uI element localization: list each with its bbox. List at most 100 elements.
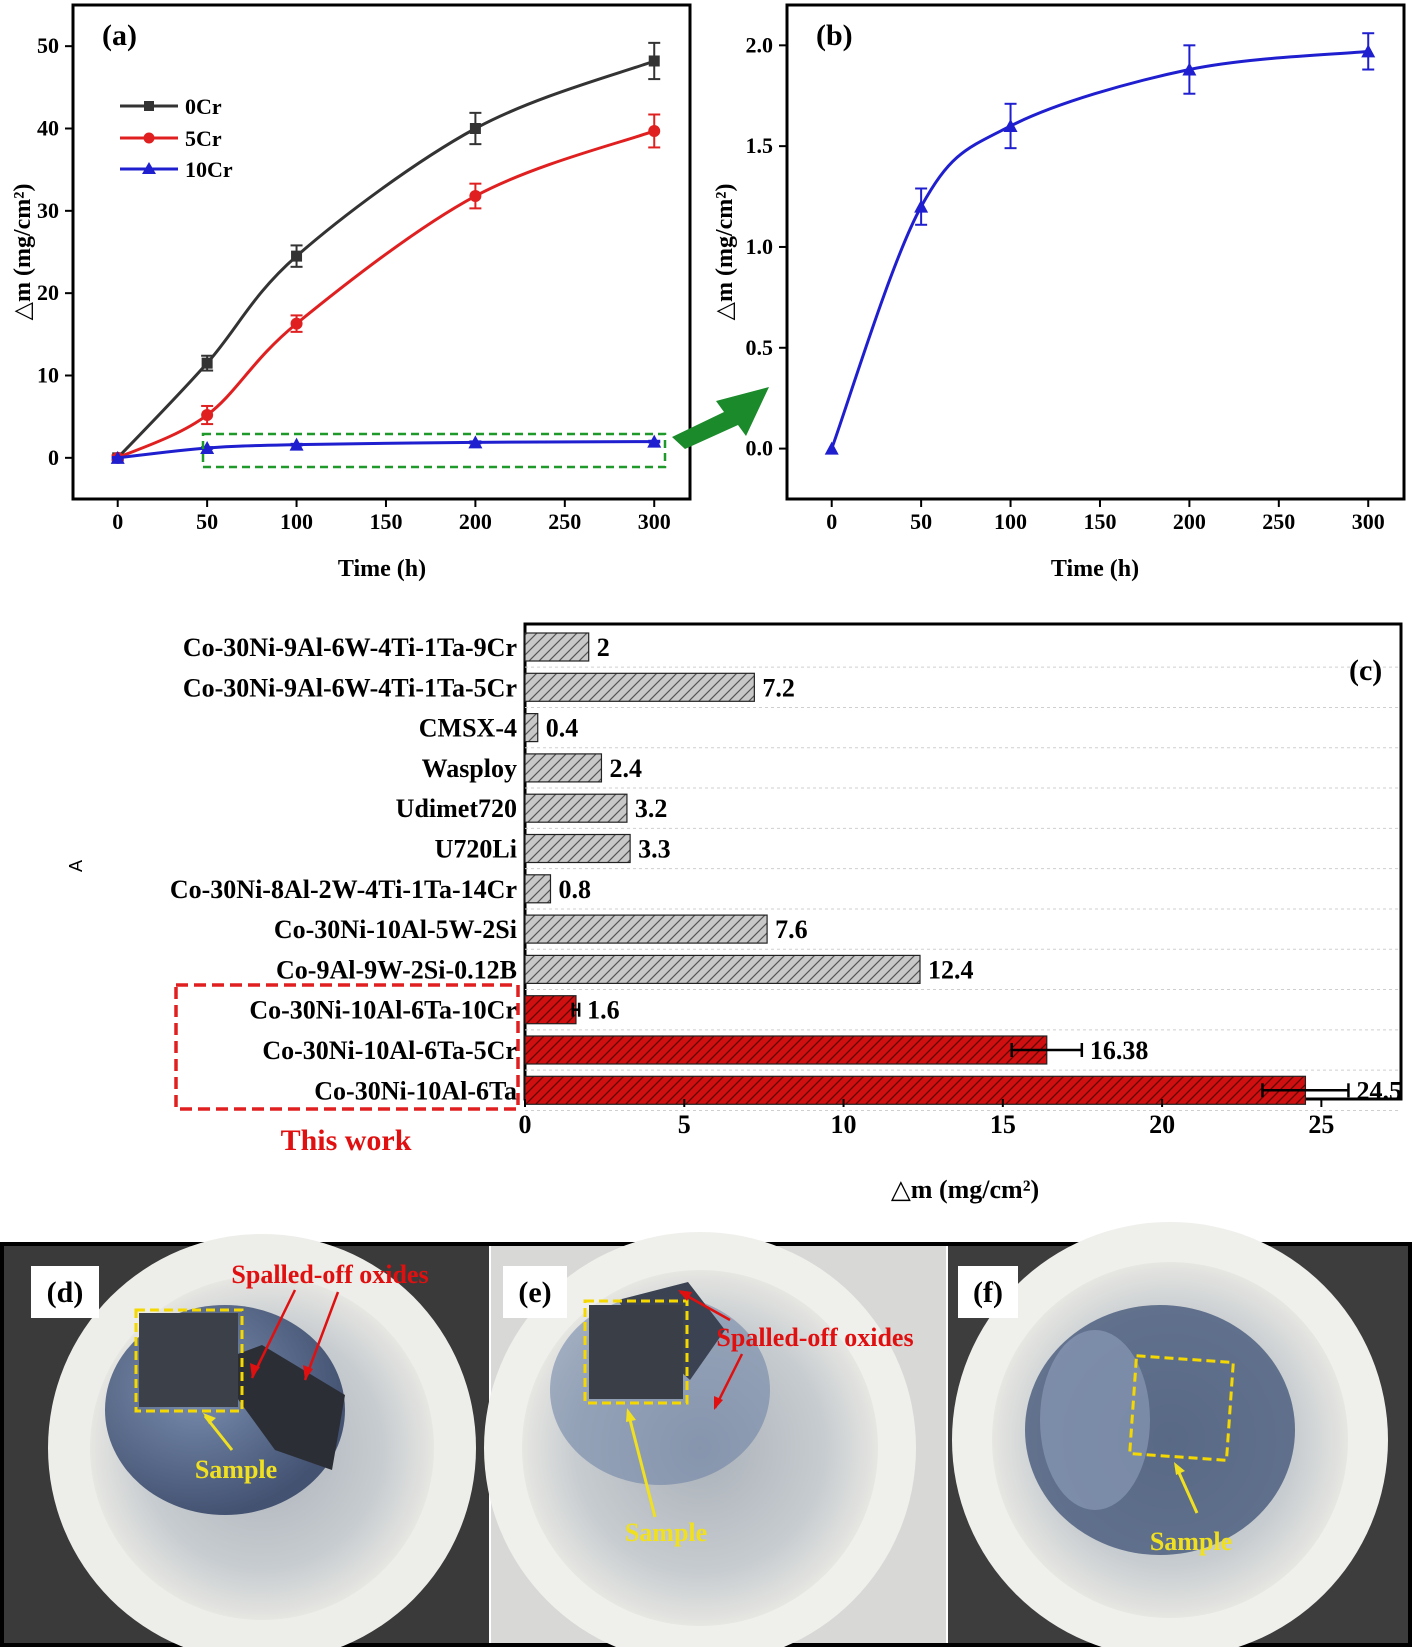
a-xtick-label-1: 50 — [196, 509, 218, 534]
photo-d-label: (d) — [47, 1276, 84, 1309]
c-value-label-6: 0.8 — [558, 875, 591, 904]
c-bar-0 — [524, 632, 590, 662]
c-xtick-label-1: 5 — [678, 1110, 691, 1139]
panel-a-axes: 0 50 100 150 200 250 300 0 10 20 30 40 50 — [37, 33, 671, 534]
c-category-label-5: U720Li — [435, 835, 517, 864]
a-series-line-0 — [116, 59, 655, 459]
photo-f-label: (f) — [973, 1276, 1003, 1309]
photo-panels: (d) Spalled-off oxides Sample (e) Spalle… — [0, 1222, 1412, 1647]
b-series-line-0 — [830, 49, 1369, 450]
a-point-2-3 — [468, 435, 483, 449]
c-category-label-0: Co-30Ni-9Al-6W-4Ti-1Ta-9Cr — [183, 633, 517, 662]
panel-b-frame — [785, 3, 1406, 501]
a-point-2-1 — [200, 440, 215, 454]
panel-b: (b) 0 50 100 150 200 250 300 0.0 0.5 1.0 1.5 2.0 Ti… — [712, 3, 1406, 582]
c-bar-4 — [524, 793, 628, 823]
a-ytick-label-2: 20 — [37, 280, 59, 305]
a-point-1-1 — [201, 409, 214, 422]
legend-0cr-marker — [144, 101, 154, 111]
c-xtick-label-2: 10 — [831, 1110, 857, 1139]
b-point-0-3 — [1182, 62, 1197, 76]
c-xtick-label-4: 20 — [1149, 1110, 1175, 1139]
a-point-0-3 — [469, 123, 481, 134]
photo-e-sample — [589, 1305, 683, 1399]
photo-d-label-bg — [31, 1266, 99, 1318]
photo-e-arrowhead-1 — [678, 1290, 692, 1301]
b-ytick-label-1: 0.5 — [746, 335, 774, 360]
c-bar-10 — [524, 1035, 1048, 1065]
c-category-label-10: Co-30Ni-10Al-6Ta-5Cr — [262, 1036, 517, 1065]
photo-d-sample-label: Sample — [195, 1455, 277, 1484]
c-value-label-2: 0.4 — [546, 714, 579, 743]
photo-e-sample-box — [583, 1299, 689, 1405]
c-category-label-3: Wasploy — [422, 754, 517, 783]
a-ytick-label-5: 50 — [37, 33, 59, 58]
c-value-label-8: 12.4 — [928, 955, 974, 984]
a-xtick-label-0: 0 — [112, 509, 123, 534]
panel-a-series — [110, 41, 662, 464]
photo-e-sample-arrow — [626, 1411, 657, 1518]
panel-c-xlabel: △m (mg/cm²) — [891, 1175, 1039, 1204]
photo-f: (f) Sample — [948, 1222, 1408, 1647]
c-bar-5 — [524, 833, 631, 864]
c-bar-6 — [524, 874, 552, 904]
photo-d-sample-box — [134, 1308, 244, 1413]
photo-f-label-bg — [958, 1266, 1018, 1318]
c-xtick-label-3: 15 — [990, 1110, 1016, 1139]
c-category-label-7: Co-30Ni-10Al-5W-2Si — [274, 915, 517, 944]
c-value-label-11: 24.5 — [1356, 1076, 1402, 1105]
b-point-0-4 — [1361, 44, 1376, 58]
panel-c-axes: Co-30Ni-9Al-6W-4Ti-1Ta-9Cr Co-30Ni-9Al-6W… — [170, 633, 1335, 1139]
c-category-label-2: CMSX-4 — [419, 714, 517, 743]
c-category-label-1: Co-30Ni-9Al-6W-4Ti-1Ta-5Cr — [183, 673, 517, 702]
c-value-label-4: 3.2 — [635, 794, 668, 823]
a-ytick-label-4: 40 — [37, 116, 59, 141]
panel-b-xlabel: Time (h) — [1051, 556, 1139, 582]
c-bar-11 — [524, 1075, 1307, 1105]
a-xtick-label-6: 300 — [638, 509, 671, 534]
a-ytick-label-3: 30 — [37, 198, 59, 223]
panel-a: (a) 0 50 100 150 200 250 300 0 10 20 30 40 50 0Cr 5C… — [10, 3, 692, 582]
photo-d: (d) Spalled-off oxides Sample — [4, 1234, 489, 1647]
a-point-2-0 — [110, 450, 125, 464]
c-value-label-0: 2 — [597, 633, 610, 662]
panel-c-bars: 2 7.2 0.4 2.4 3.2 3.3 0.8 7.6 12.4 1.6 16.38 24.5 — [524, 632, 1402, 1105]
b-xtick-label-3: 150 — [1083, 509, 1116, 534]
c-category-label-11: Co-30Ni-10Al-6Ta — [314, 1076, 517, 1105]
b-ytick-label-4: 2.0 — [746, 32, 774, 57]
photo-f-sample-arrowhead — [1174, 1462, 1185, 1475]
panel-c: 2 7.2 0.4 2.4 3.2 3.3 0.8 7.6 12.4 1.6 16.38 24.5 C… — [66, 622, 1403, 1204]
photo-f-sample-box — [1128, 1354, 1235, 1462]
panel-c-label: (c) — [1349, 654, 1382, 687]
c-xtick-label-5: 25 — [1308, 1110, 1334, 1139]
c-bar-1 — [524, 672, 755, 702]
legend-10cr-marker — [142, 162, 156, 174]
panel-b-label: (b) — [816, 19, 853, 52]
a-point-0-2 — [291, 250, 303, 262]
c-value-label-7: 7.6 — [775, 915, 808, 944]
zoom-arrow — [672, 387, 769, 449]
c-bar-9 — [524, 995, 577, 1025]
photo-e-sample-label: Sample — [625, 1518, 707, 1547]
photo-f-sample-label: Sample — [1150, 1527, 1232, 1556]
a-series-line-1 — [117, 129, 655, 460]
b-xtick-label-4: 200 — [1173, 509, 1206, 534]
c-xtick-label-0: 0 — [519, 1110, 532, 1139]
c-bar-8 — [524, 954, 921, 985]
photo-d-sample-arrowhead — [203, 1413, 216, 1424]
b-ytick-label-0: 0.0 — [746, 436, 774, 461]
b-xtick-label-5: 250 — [1262, 509, 1295, 534]
photo-e-label-bg — [503, 1266, 567, 1318]
a-point-1-4 — [648, 124, 661, 137]
photo-e: (e) Spalled-off oxides Sample — [484, 1232, 946, 1647]
panel-a-label: (a) — [102, 19, 137, 52]
b-point-0-0 — [824, 441, 839, 455]
c-category-label-4: Udimet720 — [396, 794, 517, 823]
panel-b-ylabel: △m (mg/cm²) — [712, 184, 738, 321]
a-xtick-label-5: 250 — [548, 509, 581, 534]
b-xtick-label-1: 50 — [910, 509, 932, 534]
c-value-label-10: 16.38 — [1090, 1036, 1149, 1065]
a-point-0-4 — [648, 55, 660, 67]
b-point-0-2 — [1003, 118, 1018, 132]
